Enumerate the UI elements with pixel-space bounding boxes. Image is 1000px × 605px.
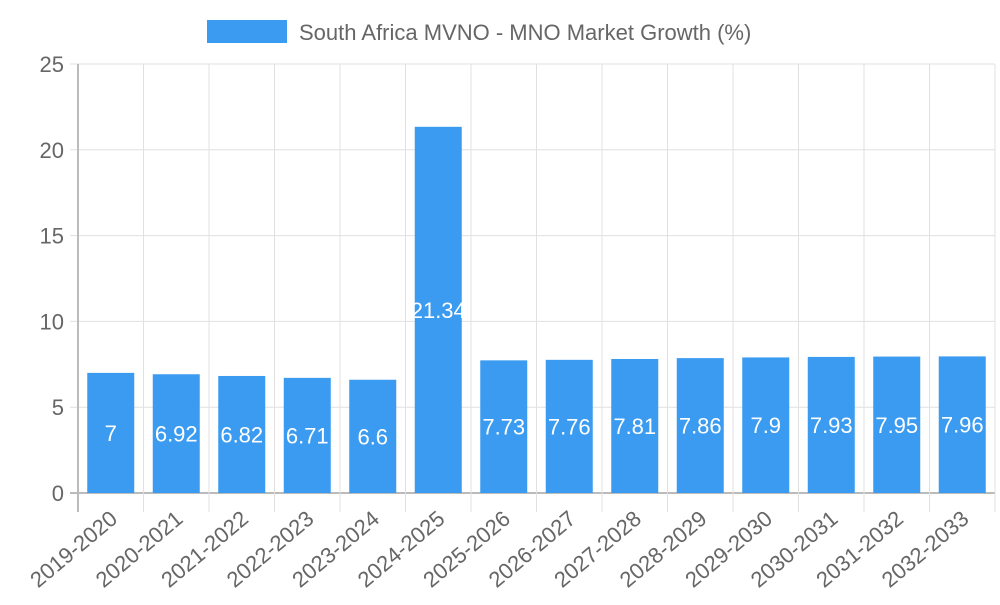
data-label: 6.71	[286, 423, 329, 448]
bar	[87, 372, 135, 493]
bar	[807, 356, 855, 493]
y-tick-label: 5	[52, 395, 64, 420]
data-label: 7.93	[810, 413, 853, 438]
data-label: 21.34	[411, 298, 466, 323]
data-label: 7.9	[750, 413, 781, 438]
data-label: 7.95	[875, 413, 918, 438]
bar	[283, 377, 331, 493]
y-tick-label: 0	[52, 481, 64, 506]
data-label: 7.86	[679, 414, 722, 439]
data-label: 7.73	[482, 415, 525, 440]
y-tick-label: 10	[40, 309, 64, 334]
data-label: 7.81	[613, 414, 656, 439]
bar	[480, 360, 528, 493]
bar	[152, 374, 200, 493]
y-tick-label: 15	[40, 224, 64, 249]
data-label: 6.92	[155, 422, 198, 447]
bar	[611, 358, 659, 493]
data-label: 7	[105, 421, 117, 446]
legend-swatch	[207, 20, 287, 43]
legend-label: South Africa MVNO - MNO Market Growth (%…	[299, 20, 751, 45]
bar	[676, 358, 724, 493]
bar	[349, 379, 397, 493]
bar	[414, 126, 462, 493]
grid	[70, 63, 996, 512]
data-label: 7.96	[941, 413, 984, 438]
y-tick-label: 20	[40, 138, 64, 163]
bars: 7 6.92 6.82 6.71 6.6 21.34 7.73 7.76 7.81 7.86 7.9…	[87, 126, 986, 493]
data-label: 6.6	[357, 424, 388, 449]
bar	[873, 356, 921, 493]
bar	[938, 356, 986, 493]
y-tick-label: 25	[40, 52, 64, 77]
bar	[742, 357, 790, 493]
axes: 05101520252019-20202020-20212021-2022202…	[25, 52, 973, 592]
data-label: 6.82	[220, 422, 263, 447]
bar	[545, 359, 593, 493]
legend[interactable]: South Africa MVNO - MNO Market Growth (%…	[207, 20, 751, 45]
data-label: 7.76	[548, 414, 591, 439]
bar	[218, 375, 266, 493]
